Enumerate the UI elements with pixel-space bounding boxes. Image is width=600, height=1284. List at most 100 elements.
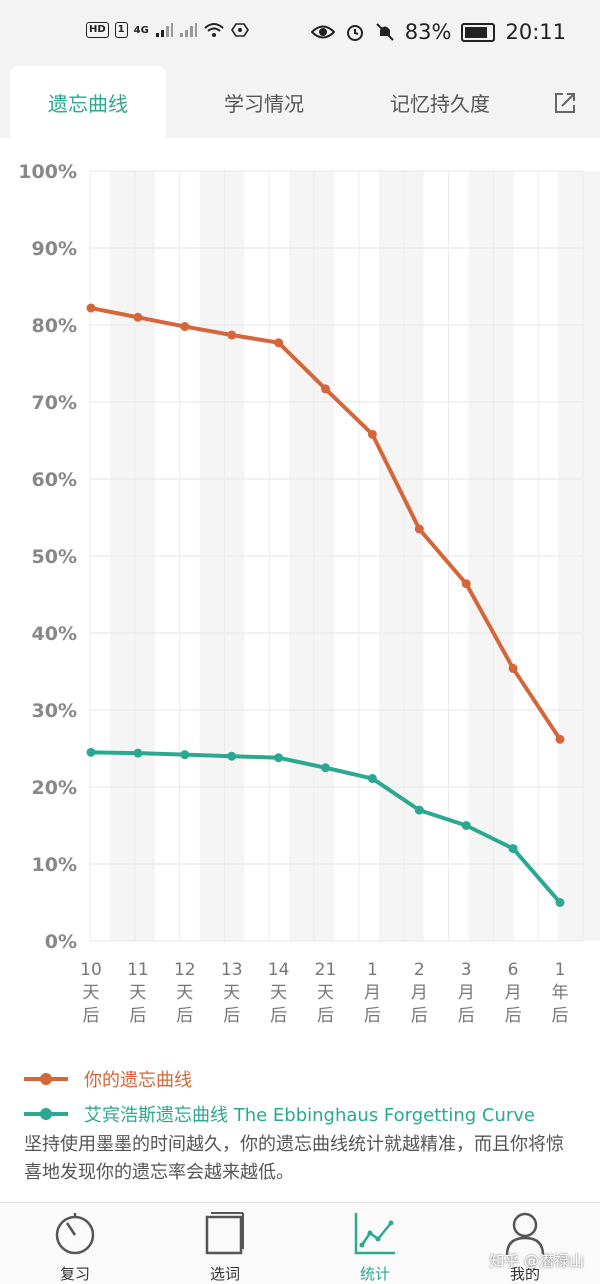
x-tick-label: 12 [174,960,196,980]
x-tick-label: 后 [176,1006,193,1026]
x-tick-label: 天 [223,983,240,1003]
x-tick-label: 后 [552,1006,569,1026]
x-tick-label: 1 [555,960,566,980]
alarm-icon [346,25,363,41]
y-tick-label: 60% [32,469,77,491]
x-tick-label: 后 [223,1006,240,1026]
x-tick-label: 后 [364,1006,381,1026]
stopwatch-icon [55,1213,95,1255]
y-tick-label: 50% [32,546,77,568]
x-tick-label: 2 [414,960,425,980]
legend-label-user: 你的遗忘曲线 [84,1070,192,1091]
hexagon-icon [230,23,249,37]
nav-statistics[interactable]: 统计 [325,1211,425,1284]
x-tick-label: 3 [461,960,472,980]
data-point-0 [321,384,330,394]
y-tick-label: 0% [45,931,77,953]
line-chart-icon [354,1213,395,1255]
nav-select-words[interactable]: 选词 [175,1211,275,1284]
signal-icon-2 [179,23,197,37]
tab-memory-durability[interactable]: 记忆持久度 [390,91,490,116]
wifi-icon [204,23,224,37]
y-tick-label: 40% [32,623,77,645]
data-point-1 [555,898,565,907]
eye-icon [310,25,335,39]
x-tick-label: 后 [411,1006,428,1026]
data-point-1 [367,774,377,784]
data-point-0 [555,734,565,744]
x-tick-label: 11 [127,960,149,980]
nav-mine-label: 我的 [509,1265,540,1283]
nav-review[interactable]: 复习 [25,1211,125,1284]
bottom-nav: 复习 选词 统计 我的 [0,1202,600,1284]
info-note: 坚持使用墨墨的时间越久，你的遗忘曲线统计就越精准，而且你将惊喜地发现你的遗忘率会… [24,1134,564,1183]
x-tick-label: 后 [83,1006,100,1026]
tab-forgetting-curve[interactable]: 遗忘曲线 [10,66,166,138]
data-point-1 [86,747,96,757]
x-tick-label: 后 [129,1006,146,1026]
x-tick-label: 1 [367,960,378,980]
clock: 20:11 [505,20,566,44]
x-tick-label: 天 [270,983,287,1003]
x-tick-label: 月 [364,983,381,1003]
nav-select-words-label: 选词 [209,1265,240,1283]
data-point-0 [367,429,377,439]
nav-review-label: 复习 [59,1265,90,1283]
y-tick-label: 100% [18,161,77,183]
y-tick-label: 30% [32,700,77,722]
book-icon [205,1212,244,1255]
data-point-0 [86,303,96,313]
x-tick-label: 天 [176,983,193,1003]
data-point-0 [461,579,471,589]
x-tick-label: 10 [80,960,102,980]
x-tick-label: 13 [221,960,243,980]
network-label: 4G [133,24,149,36]
nav-mine[interactable]: 我的 [475,1211,575,1284]
y-tick-label: 20% [32,777,77,799]
x-tick-label: 月 [458,983,475,1003]
x-tick-label: 14 [268,960,290,980]
data-point-1 [180,750,190,760]
data-point-1 [227,751,237,761]
x-tick-label: 天 [317,983,334,1003]
x-tick-label: 后 [505,1006,522,1026]
data-point-1 [414,805,424,815]
y-tick-label: 80% [32,315,77,337]
x-tick-label: 天 [129,983,146,1003]
signal-icon [155,23,173,37]
data-point-0 [180,322,190,332]
hd-badge: HD [86,22,109,38]
user-icon [505,1212,545,1256]
status-left: HD 1 4G [86,22,249,38]
watermark: 知乎 @潜禄山 [489,1252,584,1270]
data-point-0 [274,338,284,348]
data-point-1 [508,844,518,854]
x-tick-label: 后 [270,1006,287,1026]
data-point-1 [321,763,330,773]
status-bar: HD 1 4G 83% 20:11 [0,0,600,66]
x-tick-label: 年 [552,983,569,1003]
x-tick-label: 天 [83,983,100,1003]
battery-percent: 83% [404,20,452,44]
battery-icon [461,22,496,42]
x-tick-label: 后 [458,1006,475,1026]
legend-swatch-ebbinghaus [24,1108,68,1120]
x-tick-label: 6 [508,960,519,980]
share-icon[interactable] [552,90,578,116]
legend-ebbinghaus-curve: 艾宾浩斯遗忘曲线 The Ebbinghaus Forgetting Curve [24,1101,535,1127]
data-point-0 [133,312,143,322]
data-point-0 [227,330,237,340]
x-tick-label: 后 [317,1006,334,1026]
data-point-1 [461,821,471,830]
x-tick-label: 月 [411,983,428,1003]
data-point-1 [274,753,284,763]
x-tick-label: 21 [315,960,337,980]
y-tick-label: 70% [32,392,77,414]
forgetting-curve-chart: 100%90%80%70%60%50%40%30%20%10%0%10天后11天… [18,161,600,1026]
tab-study-status[interactable]: 学习情况 [224,91,304,116]
y-tick-label: 10% [32,854,77,876]
nav-statistics-label: 统计 [359,1265,390,1283]
data-point-0 [508,663,518,673]
mute-bell-icon [376,23,394,41]
legend-label-ebbinghaus: 艾宾浩斯遗忘曲线 The Ebbinghaus Forgetting Curve [84,1105,536,1126]
